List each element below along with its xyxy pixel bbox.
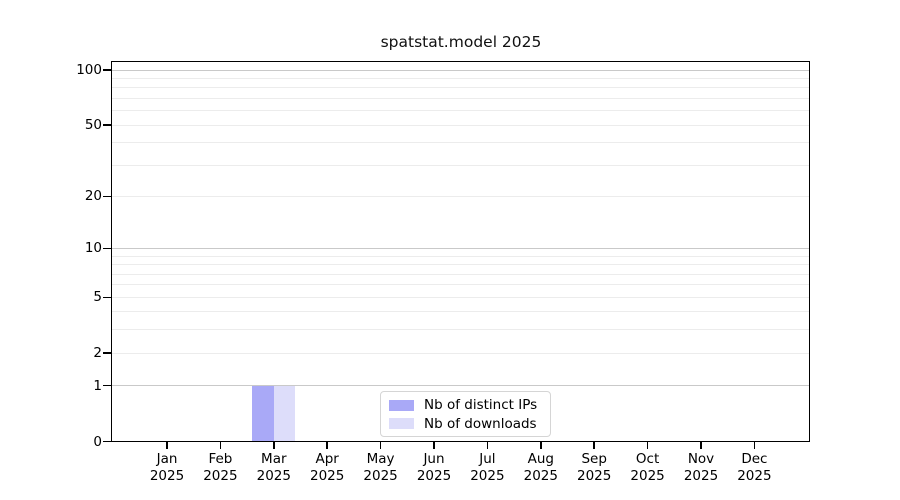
x-tick-month: Jul [479,451,496,467]
x-tick-label: May 2025 [349,451,413,484]
x-tick-month: Mar [261,451,287,467]
gridline-major [112,69,809,71]
gridline-minor [112,164,809,166]
y-tick-mark [103,195,112,198]
x-tick-month: May [366,451,395,467]
gridline-minor [112,110,809,112]
x-tick-mark [273,441,275,449]
gridline-minor [112,273,809,275]
x-tick-year: 2025 [523,467,558,484]
gridline-minor [112,195,809,197]
gridline-minor [112,352,809,354]
gridline-minor [112,264,809,266]
x-tick-label: Dec 2025 [722,451,786,484]
legend: Nb of distinct IPs Nb of downloads [380,391,551,437]
x-tick-month: Sep [581,451,607,467]
x-tick-mark [700,441,702,449]
legend-entry-downloads: Nb of downloads [389,415,550,434]
x-tick-label: Jan 2025 [135,451,199,484]
y-tick-mark [103,384,112,387]
gridline-minor [112,255,809,257]
x-tick-mark [433,441,435,449]
x-tick-label: Sep 2025 [562,451,626,484]
x-tick-mark [540,441,542,449]
y-tick-mark [103,124,112,126]
x-tick-month: Aug [527,451,554,467]
y-tick-mark [103,69,112,71]
legend-swatch-distinct-ips [389,399,414,411]
y-tick-label: 0 [93,433,102,450]
gridline-minor [112,97,809,99]
gridline-minor [112,77,809,79]
gridline-major [112,247,809,249]
x-tick-mark [219,441,222,449]
y-tick-mark [103,440,112,443]
gridline-major [112,385,809,387]
x-tick-label: Nov 2025 [669,451,733,484]
y-tick-label: 1 [93,377,102,394]
x-tick-year: 2025 [470,467,505,484]
x-tick-label: Feb 2025 [188,451,252,484]
x-tick-label: Jul 2025 [455,451,519,484]
x-tick-year: 2025 [149,467,185,484]
x-tick-year: 2025 [256,467,291,484]
x-tick-year: 2025 [416,467,452,484]
x-tick-year: 2025 [630,467,665,484]
gridline-minor [112,284,809,286]
y-tick-label: 2 [93,345,102,362]
y-tick-mark [103,352,112,354]
gridline-minor [112,87,809,89]
x-tick-label: Jun 2025 [402,451,466,484]
x-tick-month: Apr [315,451,339,467]
x-tick-mark [379,441,382,449]
x-tick-month: Dec [741,451,768,467]
x-tick-mark [326,441,328,449]
y-tick-label: 100 [76,62,102,78]
x-tick-month: Jun [423,451,445,467]
bar-distinct-ips-mar [252,385,274,442]
x-tick-mark [646,441,649,449]
x-tick-label: Mar 2025 [242,451,306,484]
x-tick-label: Oct 2025 [616,451,680,484]
gridline-minor [112,296,809,298]
x-tick-year: 2025 [737,467,772,484]
y-tick-label: 50 [84,117,102,133]
gridline-minor [112,124,809,126]
y-tick-mark [103,296,112,299]
x-tick-mark [593,441,595,449]
gridline-minor [112,142,809,144]
x-tick-label: Apr 2025 [295,451,359,484]
bar-downloads-mar [273,385,296,442]
x-tick-month: Feb [208,451,233,467]
gridline-minor [112,329,809,331]
gridline-minor [112,311,809,313]
y-tick-label: 20 [84,188,102,205]
x-tick-year: 2025 [363,467,398,484]
legend-label-distinct-ips: Nb of distinct IPs [424,397,538,413]
x-tick-mark [166,441,168,449]
legend-entry-distinct-ips: Nb of distinct IPs [389,396,550,415]
x-tick-month: Nov [687,451,715,467]
x-tick-year: 2025 [577,467,612,484]
chart-title: spatstat.model 2025 [380,33,542,51]
x-tick-year: 2025 [310,467,345,484]
x-tick-mark [486,441,489,449]
x-tick-mark [753,441,756,449]
x-tick-year: 2025 [203,467,238,484]
y-tick-label: 10 [84,240,102,257]
legend-label-downloads: Nb of downloads [424,415,537,432]
x-tick-month: Jan [156,451,178,467]
x-tick-month: Oct [635,451,660,467]
x-tick-label: Aug 2025 [509,451,573,484]
x-tick-year: 2025 [683,467,719,484]
legend-swatch-downloads [389,418,414,430]
y-tick-label: 5 [93,289,102,306]
y-tick-mark [103,247,112,250]
